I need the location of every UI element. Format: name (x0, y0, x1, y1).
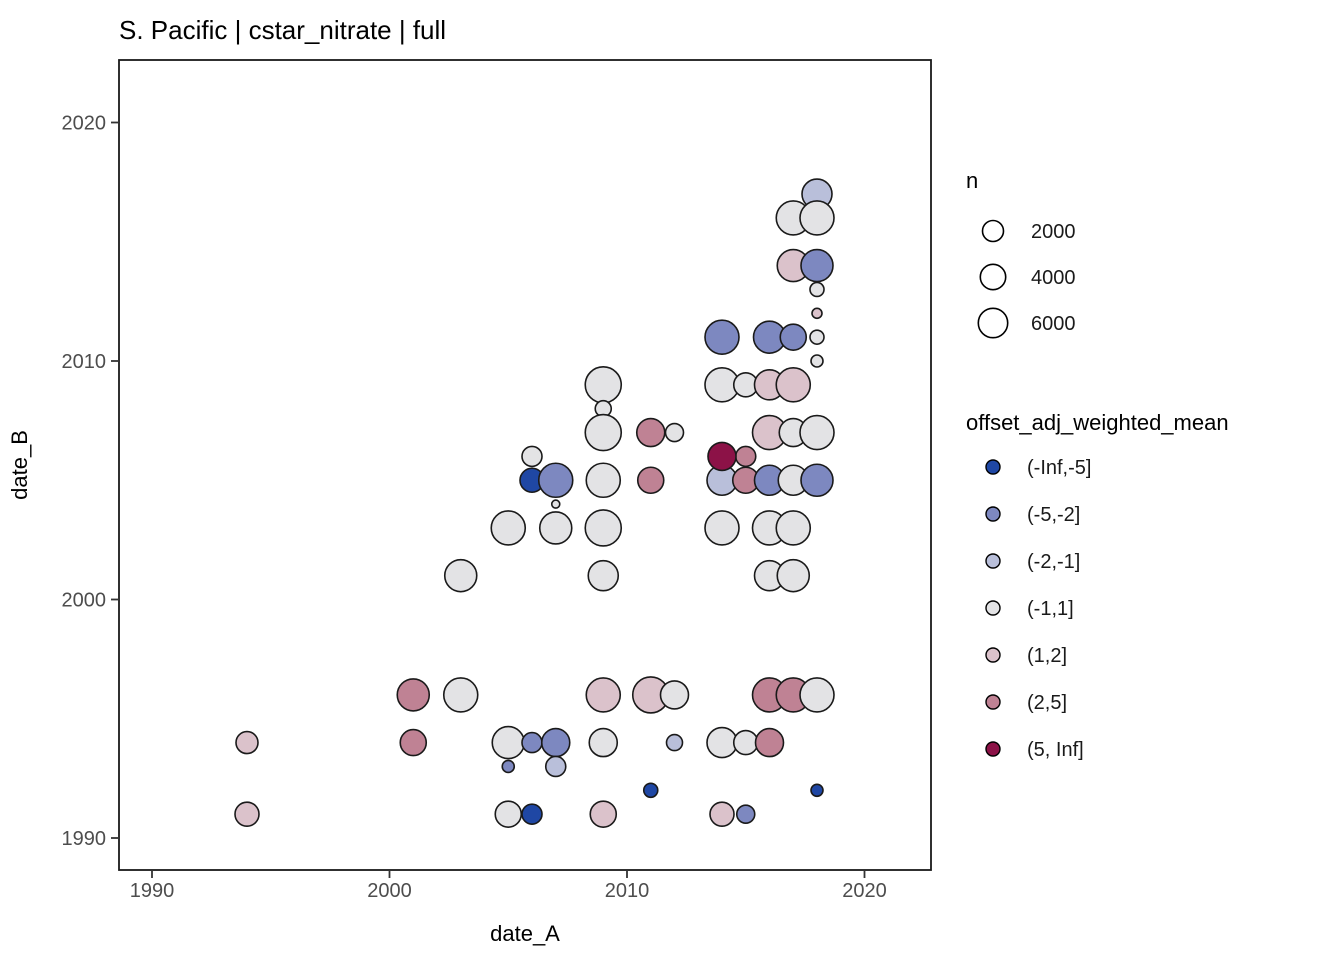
size-legend-label: 4000 (1031, 267, 1076, 289)
data-point (501, 759, 516, 774)
data-point (706, 726, 738, 759)
color-legend-key (985, 506, 1001, 522)
data-point (704, 510, 740, 546)
size-legend-label: 6000 (1031, 313, 1076, 335)
data-point (642, 782, 659, 799)
data-point (811, 307, 823, 320)
data-point (664, 422, 685, 443)
y-tick-label: 2010 (62, 351, 107, 373)
color-legend-key (985, 741, 1001, 757)
data-point (709, 801, 735, 827)
data-point (585, 462, 622, 499)
data-point (399, 728, 428, 757)
plot-panel (118, 59, 932, 871)
data-point (779, 323, 808, 351)
y-tick-label: 1990 (62, 828, 107, 850)
data-point (550, 499, 561, 509)
data-point (809, 281, 825, 298)
data-point (442, 677, 479, 713)
data-point (584, 509, 623, 547)
data-point (732, 729, 759, 756)
color-legend-label: (-2,-1] (1027, 551, 1080, 573)
data-point (754, 727, 785, 758)
x-axis-title: date_A (490, 921, 560, 946)
data-point (521, 445, 543, 468)
size-legend-key (977, 307, 1009, 339)
x-tick-label: 2000 (367, 880, 412, 902)
color-legend-label: (-Inf,-5] (1027, 457, 1091, 479)
x-tick-label: 2010 (605, 880, 650, 902)
color-legend-label: (2,5] (1027, 692, 1067, 714)
y-tick-label: 2000 (62, 590, 107, 612)
data-point (587, 559, 620, 592)
data-point (799, 200, 835, 236)
data-point (589, 800, 618, 828)
data-point (635, 417, 666, 448)
data-point (585, 677, 622, 713)
data-point (800, 463, 834, 498)
data-point (396, 678, 431, 712)
data-point (809, 329, 825, 345)
data-point (735, 804, 756, 824)
data-point (775, 367, 812, 403)
size-legend: 2000 4000 6000 (977, 219, 1076, 339)
color-legend-key (985, 600, 1001, 616)
data-point (443, 558, 478, 593)
data-point (234, 801, 260, 827)
color-legend-label: (5, Inf] (1027, 739, 1084, 761)
color-legend-key (985, 647, 1001, 663)
data-point (544, 755, 567, 778)
data-point (775, 510, 812, 546)
data-point (521, 731, 543, 754)
data-point (799, 677, 835, 713)
data-point (799, 414, 835, 451)
data-point (665, 733, 684, 752)
size-legend-title: n (966, 168, 978, 193)
data-point (659, 680, 690, 710)
data-point (707, 441, 737, 472)
x-tick-label: 1990 (130, 880, 175, 902)
y-axis-title: date_B (7, 430, 32, 500)
color-legend-key (985, 459, 1001, 475)
data-point (235, 730, 259, 755)
data-point (537, 462, 574, 499)
data-point (588, 727, 619, 758)
x-tick-label: 2020 (842, 880, 887, 902)
data-point (776, 558, 811, 593)
color-legend-key (985, 553, 1001, 569)
data-point (538, 511, 573, 545)
size-legend-key (981, 219, 1005, 243)
data-points (234, 178, 835, 828)
data-point (636, 466, 665, 495)
data-point (584, 413, 623, 452)
chart-title: S. Pacific | cstar_nitrate | full (119, 15, 446, 45)
x-axis: 1990 2000 2010 2020 (130, 870, 887, 902)
data-point (521, 803, 543, 825)
data-point (704, 319, 740, 355)
color-legend-key (985, 694, 1001, 710)
y-tick-label: 2020 (62, 113, 107, 135)
color-legend-label: (-1,1] (1027, 598, 1074, 620)
color-legend: (-Inf,-5] (-5,-2] (-2,-1] (-1,1] (1,2] (2,5] (… (985, 457, 1091, 761)
data-point (734, 445, 757, 468)
data-point (494, 800, 523, 828)
color-legend-title: offset_adj_weighted_mean (966, 410, 1229, 435)
data-point (800, 248, 834, 283)
color-legend-label: (1,2] (1027, 645, 1067, 667)
y-axis: 1990 2000 2010 2020 (62, 113, 119, 850)
data-point (584, 366, 623, 404)
data-point (490, 510, 527, 546)
color-legend-label: (-5,-2] (1027, 504, 1080, 526)
data-point (810, 354, 824, 368)
size-legend-key (979, 263, 1007, 291)
data-point (810, 783, 824, 798)
data-point (491, 725, 526, 760)
size-legend-label: 2000 (1031, 221, 1076, 243)
data-point (540, 727, 571, 758)
